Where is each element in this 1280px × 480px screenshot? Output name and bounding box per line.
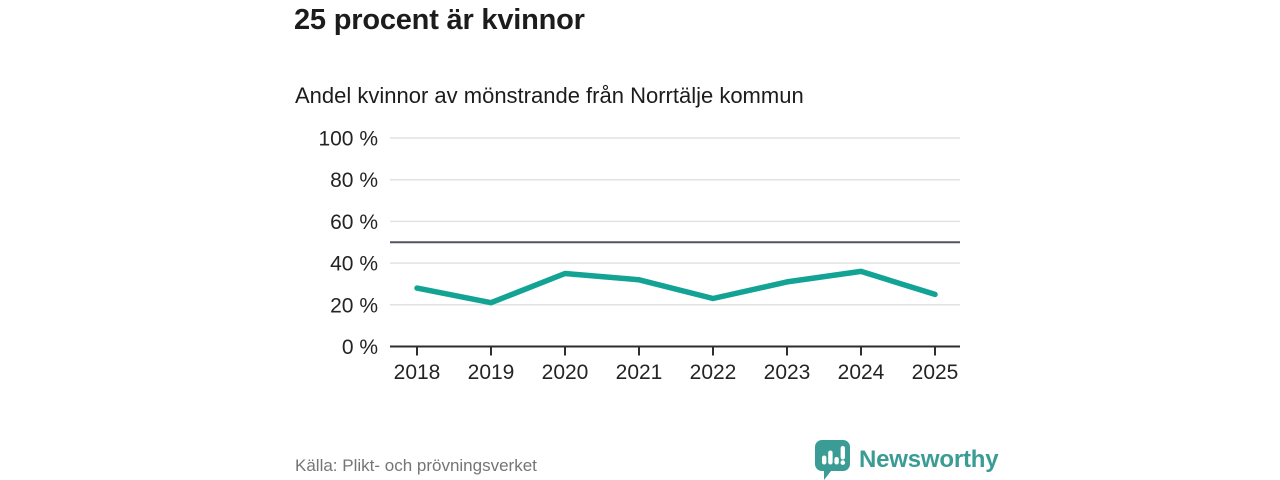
data-line-andel-kvinnor xyxy=(414,268,938,306)
y-tick-label-40: 40 % xyxy=(330,253,378,276)
x-tick-label-2018: 2018 xyxy=(394,361,441,384)
x-tick-label-2025: 2025 xyxy=(912,361,959,384)
newsworthy-logo: Newsworthy xyxy=(814,439,999,480)
bar-chart-speech-bubble-icon xyxy=(815,440,850,480)
y-tick-label-80: 80 % xyxy=(330,169,378,192)
brand-name: Newsworthy xyxy=(859,445,999,473)
x-tick-label-2019: 2019 xyxy=(468,361,515,384)
y-tick-label-100: 100 % xyxy=(318,128,378,151)
x-tick-label-2022: 2022 xyxy=(690,361,737,384)
x-tick-label-2023: 2023 xyxy=(764,361,811,384)
x-tick-label-2021: 2021 xyxy=(616,361,663,384)
page-title: 25 procent är kvinnor xyxy=(294,4,585,36)
line-chart: 0 % 20 % 40 % 60 % 80 % 100 % 2018 2019 2020 2021… xyxy=(318,128,960,384)
x-tick-label-2020: 2020 xyxy=(542,361,589,384)
source-note: Källa: Plikt- och prövningsverket xyxy=(295,456,537,475)
y-tick-label-0: 0 % xyxy=(342,336,378,359)
x-tick-label-2024: 2024 xyxy=(838,361,885,384)
y-tick-label-20: 20 % xyxy=(330,294,378,317)
chart-subtitle: Andel kvinnor av mönstrande från Norrtäl… xyxy=(295,83,804,108)
y-tick-label-60: 60 % xyxy=(330,211,378,234)
